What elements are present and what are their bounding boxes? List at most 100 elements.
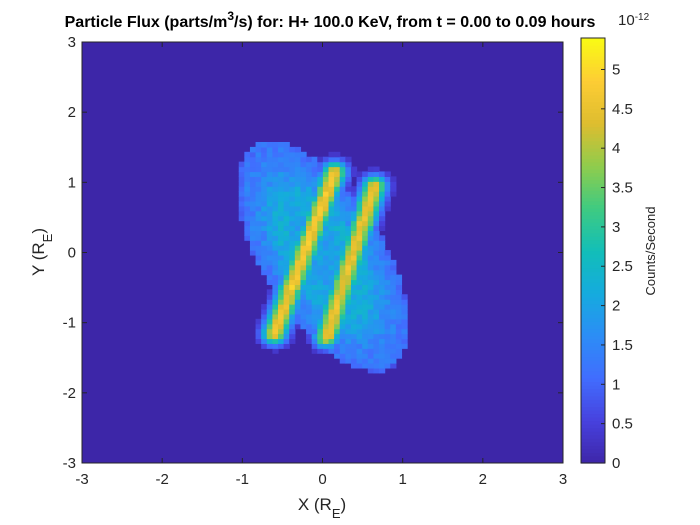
heatmap-cell	[373, 254, 380, 261]
heatmap-cell	[367, 348, 374, 354]
heatmap-cell	[350, 328, 358, 335]
heatmap-cell	[261, 196, 268, 202]
heatmap-cell	[311, 250, 318, 256]
heatmap-cell	[356, 294, 363, 300]
heatmap-cell	[362, 259, 369, 266]
heatmap-cell	[379, 200, 386, 207]
heatmap-cell	[328, 308, 335, 315]
heatmap-cell	[395, 328, 403, 335]
heatmap-cell	[249, 166, 257, 173]
heatmap-cell	[367, 284, 374, 290]
colorbar-strip	[581, 271, 605, 276]
heatmap-cell	[294, 299, 302, 305]
heatmap-cell	[289, 333, 296, 340]
heatmap-cell	[384, 254, 391, 261]
heatmap-cell	[238, 181, 245, 187]
heatmap-cell	[294, 186, 302, 192]
heatmap-cell	[334, 161, 341, 168]
heatmap-cell	[334, 205, 341, 212]
heatmap-cell	[283, 171, 290, 177]
colorbar-strip	[581, 126, 605, 131]
heatmap-cell	[244, 161, 251, 168]
colorbar-strip	[581, 73, 605, 78]
heatmap-cell	[255, 250, 262, 256]
heatmap-cell	[373, 338, 380, 344]
heatmap-cell	[322, 269, 330, 276]
heatmap-cell	[339, 156, 346, 163]
heatmap-cell	[350, 318, 358, 325]
heatmap-cell	[367, 235, 374, 241]
heatmap-cell	[311, 328, 318, 335]
heatmap-cell	[384, 328, 391, 335]
heatmap-cell	[255, 205, 262, 212]
heatmap-cell	[272, 323, 279, 330]
heatmap-cell	[362, 176, 369, 182]
colorbar-strip	[581, 349, 605, 354]
colorbar-strip	[581, 144, 605, 149]
heatmap-cell	[266, 333, 273, 340]
heatmap-cell	[272, 348, 279, 354]
heatmap-cell	[356, 186, 363, 192]
heatmap-cell	[272, 176, 279, 182]
heatmap-cell	[289, 151, 296, 158]
heatmap-cell	[384, 269, 391, 276]
heatmap-cell	[306, 200, 313, 207]
heatmap-cell	[373, 230, 380, 236]
heatmap-cell	[294, 200, 302, 207]
heatmap-cell	[390, 304, 397, 310]
heatmap-cell	[283, 141, 290, 148]
heatmap-cell	[390, 289, 397, 295]
colorbar-strip	[581, 416, 605, 422]
colorbar-strip	[581, 360, 605, 365]
colorbar-strip	[581, 225, 605, 230]
heatmap-cell	[390, 308, 397, 315]
heatmap-cell	[334, 215, 341, 222]
heatmap-cell	[350, 338, 358, 344]
heatmap-cell	[373, 250, 380, 256]
heatmap-cell	[317, 230, 324, 236]
heatmap-cell	[345, 186, 352, 192]
heatmap-cell	[379, 284, 386, 290]
heatmap-cell	[283, 294, 290, 300]
heatmap-cell	[373, 343, 380, 349]
heatmap-cell	[350, 245, 358, 251]
heatmap-cell	[266, 318, 273, 325]
heatmap-cell	[362, 294, 369, 300]
heatmap-cell	[322, 156, 330, 163]
heatmap-cell	[356, 328, 363, 335]
colorbar-strip	[581, 363, 605, 368]
heatmap-cell	[367, 191, 374, 197]
heatmap-cell	[249, 210, 257, 217]
heatmap-cell	[294, 323, 302, 330]
heatmap-cell	[300, 186, 307, 192]
heatmap-cell	[390, 269, 397, 276]
heatmap-cell	[328, 230, 335, 236]
heatmap-cell	[283, 254, 290, 261]
heatmap-cell	[362, 230, 369, 236]
heatmap-cell	[384, 304, 391, 310]
heatmap-cell	[328, 333, 335, 340]
heatmap-cell	[306, 186, 313, 192]
heatmap-cell	[367, 259, 374, 266]
heatmap-cell	[306, 205, 313, 212]
heatmap-cell	[244, 220, 251, 227]
heatmap-cell	[345, 240, 352, 246]
heatmap-cell	[334, 200, 341, 207]
heatmap-cell	[311, 181, 318, 187]
heatmap-cell	[238, 215, 245, 222]
colorbar-strip	[581, 339, 605, 344]
heatmap-cell	[311, 230, 318, 236]
heatmap-cell	[390, 299, 397, 305]
heatmap-cell	[311, 269, 318, 276]
heatmap-cell	[261, 245, 268, 251]
heatmap-cell	[306, 210, 313, 217]
heatmap-cell	[384, 171, 391, 177]
heatmap-cell	[294, 151, 302, 158]
heatmap-cell	[350, 205, 358, 212]
heatmap-cell	[390, 186, 397, 192]
heatmap-cell	[283, 323, 290, 330]
heatmap-cell	[317, 191, 324, 197]
heatmap-cell	[395, 333, 403, 340]
x-tick-label: 1	[398, 471, 406, 488]
heatmap-cell	[289, 269, 296, 276]
